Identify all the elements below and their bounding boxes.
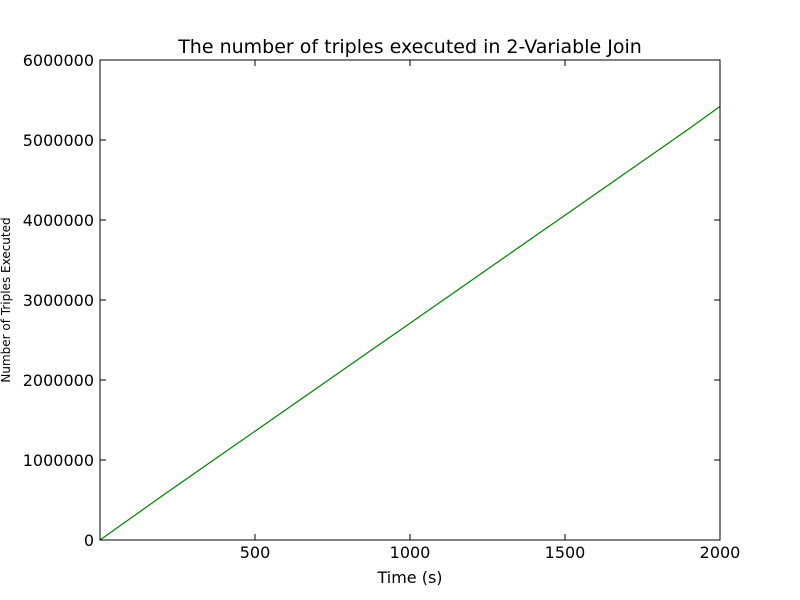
y-tick-label: 3000000	[23, 291, 94, 310]
plot-area: 500 1000 1500 2000 0 1000000 2000000 3000000 400…	[23, 51, 741, 562]
x-tick-label: 500	[240, 543, 271, 562]
y-axis-label: Number of Triples Executed	[0, 217, 13, 382]
y-tick-label: 5000000	[23, 131, 94, 150]
x-tick-label: 1000	[390, 543, 431, 562]
y-tick-label: 4000000	[23, 211, 94, 230]
y-tick-label: 0	[84, 531, 94, 550]
x-tick-label: 1500	[545, 543, 586, 562]
x-tick-label: 2000	[700, 543, 741, 562]
x-axis-label: Time (s)	[376, 568, 442, 587]
y-tick-label: 1000000	[23, 451, 94, 470]
series-line-0	[99, 105, 721, 541]
y-tick-label: 2000000	[23, 371, 94, 390]
plot-frame	[99, 59, 721, 541]
chart-title: The number of triples executed in 2-Vari…	[177, 36, 642, 58]
y-tick-label: 6000000	[23, 51, 94, 70]
